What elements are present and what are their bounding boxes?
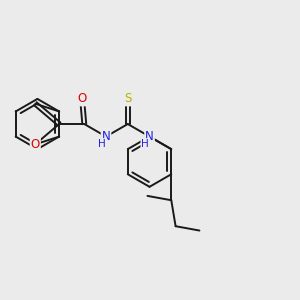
Text: S: S <box>124 92 131 105</box>
Text: O: O <box>31 138 40 151</box>
Text: N: N <box>102 130 110 143</box>
Text: H: H <box>141 139 149 149</box>
Text: O: O <box>77 92 87 105</box>
Text: N: N <box>145 130 154 143</box>
Text: H: H <box>98 139 106 149</box>
